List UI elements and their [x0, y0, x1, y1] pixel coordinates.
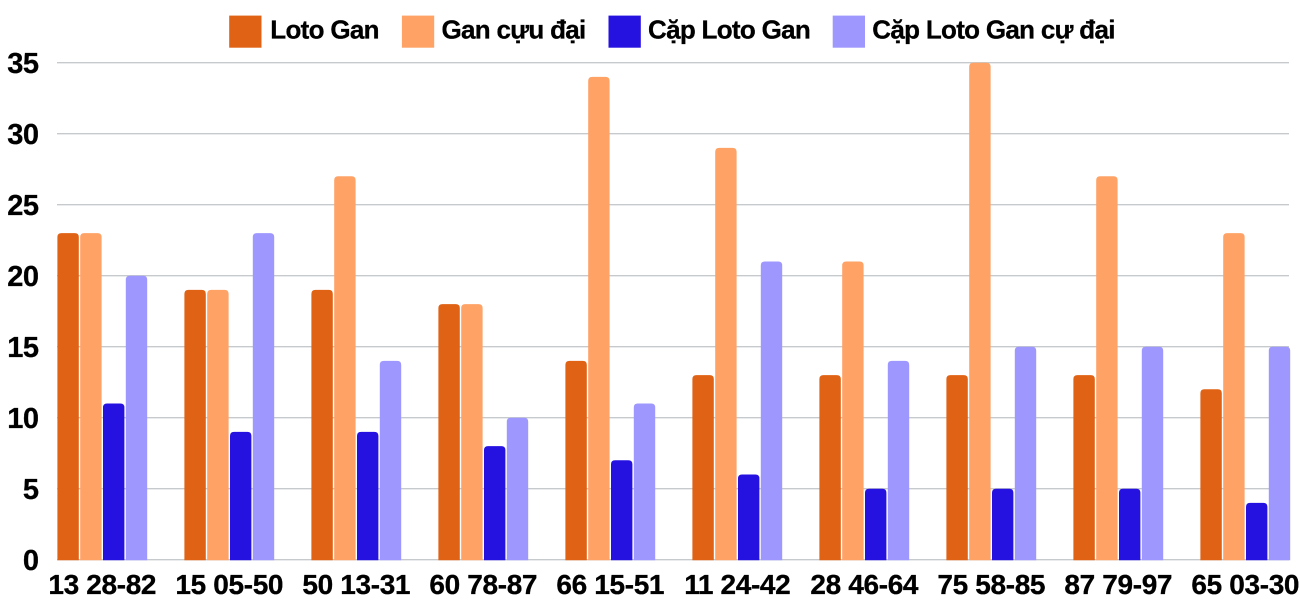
svg-text:20: 20: [7, 261, 38, 293]
svg-text:Cặp Loto Gan: Cặp Loto Gan: [648, 15, 810, 45]
svg-text:87 79-97: 87 79-97: [1064, 569, 1172, 600]
svg-text:11 24-42: 11 24-42: [684, 569, 790, 600]
svg-text:75 58-85: 75 58-85: [937, 569, 1045, 600]
svg-text:Loto Gan: Loto Gan: [270, 15, 379, 45]
svg-text:35: 35: [7, 48, 39, 80]
svg-text:15 05-50: 15 05-50: [175, 569, 283, 600]
svg-text:10: 10: [7, 403, 38, 435]
svg-text:66 15-51: 66 15-51: [556, 569, 664, 600]
svg-text:13 28-82: 13 28-82: [48, 569, 156, 600]
svg-text:30: 30: [7, 119, 38, 151]
svg-text:50 13-31: 50 13-31: [302, 569, 410, 600]
svg-text:60 78-87: 60 78-87: [429, 569, 537, 600]
svg-text:Cặp Loto Gan cự đại: Cặp Loto Gan cự đại: [872, 15, 1114, 45]
svg-text:5: 5: [23, 474, 39, 506]
svg-text:Gan cựu đại: Gan cựu đại: [442, 15, 586, 45]
svg-text:65 03-30: 65 03-30: [1191, 569, 1299, 600]
svg-text:28 46-64: 28 46-64: [810, 569, 919, 600]
svg-text:15: 15: [7, 332, 39, 364]
svg-text:25: 25: [7, 190, 39, 222]
svg-text:0: 0: [23, 545, 39, 577]
